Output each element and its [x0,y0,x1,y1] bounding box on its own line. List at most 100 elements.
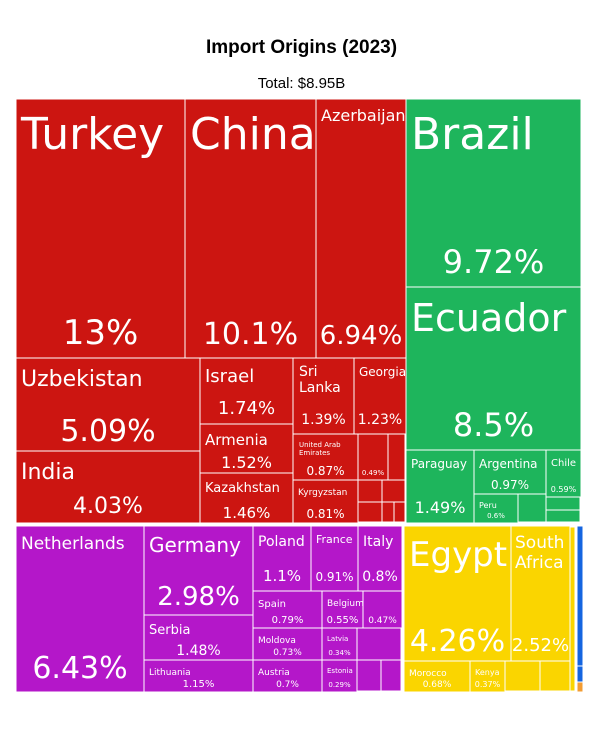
tile-label-spain: Spain [258,599,286,610]
tile-minor-2[interactable] [381,479,407,503]
tile-value-south-africa: 2.52% [512,635,569,656]
tile-unlabeled-12[interactable] [357,433,389,481]
tile-label-south-africa: South [515,533,564,553]
tile-value-italy: 0.8% [362,569,398,585]
tile-value-united-arab-emirates: 0.87% [306,464,344,478]
tile-turkey[interactable] [15,98,186,359]
tile-label-germany: Germany [149,533,241,557]
europe-icon[interactable]: ■ [278,707,290,721]
tile-peru[interactable] [473,493,519,524]
tile-value-uzbekistan: 5.09% [60,414,155,449]
tile-minor-8[interactable] [545,509,582,524]
tile-poland[interactable] [252,525,312,592]
tile-serbia[interactable] [143,614,254,661]
tile-kyrgyzstan[interactable] [292,479,359,524]
tile-minor-9[interactable] [356,627,403,661]
tile-label-estonia: Estonia [327,667,353,675]
tile-value-ecuador: 8.5% [453,406,534,444]
tile-georgia[interactable] [353,357,407,435]
tile-minor-3[interactable] [357,501,383,524]
tile-label-kenya: Kenya [475,668,500,677]
tile-label-ecuador: Ecuador [411,296,567,340]
tile-value-turkey: 13% [63,313,139,353]
tile-label-lithuania: Lithuania [149,668,191,678]
tile-label-poland: Poland [258,534,305,550]
tile-united-arab-emirates[interactable] [292,433,359,481]
tile-minor-11[interactable] [380,659,403,693]
tile-china[interactable] [184,98,317,359]
tile-lithuania[interactable] [143,659,254,693]
tile-label-uzbekistan: Uzbekistan [21,367,143,392]
tile-morocco[interactable] [403,660,471,693]
tile-ecuador[interactable] [405,286,582,451]
tile-label-brazil: Brazil [411,109,534,160]
tile-minor-0[interactable] [387,433,407,481]
tile-israel[interactable] [199,357,294,425]
tile-value-chile: 0.59% [551,485,577,494]
tile-label-serbia: Serbia [149,623,190,638]
tile-value-georgia: 1.23% [358,412,402,428]
tile-value-unlabeled-28: 0.47% [368,616,397,626]
tile-unlabeled-28[interactable] [362,590,403,629]
north-america-icon[interactable]: ▲ [327,707,337,721]
tile-label-netherlands: Netherlands [21,534,125,554]
tile-value-kenya: 0.37% [475,680,501,689]
tile-azerbaijan[interactable] [315,98,407,359]
tile-label-india: India [21,460,75,485]
tile-uzbekistan[interactable] [15,357,201,452]
tile-sri-lanka[interactable] [292,357,355,435]
tile-minor-12[interactable] [504,660,541,693]
africa-icon[interactable]: ▲ [303,707,313,721]
tile-label-moldova: Moldova [258,636,296,646]
tile-argentina[interactable] [473,449,547,495]
tile-value-kazakhstan: 1.46% [223,504,271,522]
tile-india[interactable] [15,450,201,524]
south-america-icon[interactable]: ▲ [255,707,265,721]
tile-value-azerbaijan: 6.94% [320,321,403,351]
chart-subtitle: Total: $8.95B [257,75,346,92]
tile-label-sri-lanka: Sri [299,364,318,380]
tile-germany[interactable] [143,525,254,616]
tile-spain[interactable] [252,590,323,629]
tile-value-netherlands: 6.43% [32,651,127,686]
tile-label-kazakhstan: Kazakhstan [205,481,280,496]
tile-label-united-arab-emirates: United Arab [299,441,341,449]
tile-minor-7[interactable] [545,496,582,511]
tile-value-germany: 2.98% [157,582,240,612]
tile-label-morocco: Morocco [409,669,447,679]
tile-kenya[interactable] [469,660,506,693]
tile-label-egypt: Egypt [409,535,507,575]
tile-minor-13[interactable] [539,660,571,693]
tile-chile[interactable] [545,449,582,498]
tile-label-kyrgyzstan: Kyrgyzstan [298,488,347,498]
tile-minor-5[interactable] [393,501,407,524]
tile-label-united-arab-emirates-2: Emirates [299,449,330,457]
tile-label-paraguay: Paraguay [411,457,467,471]
tile-value-moldova: 0.73% [273,648,302,658]
tile-south-africa[interactable] [510,525,571,662]
tile-value-latvia: 0.34% [328,649,351,657]
tile-austria[interactable] [252,659,323,693]
tile-paraguay[interactable] [405,449,475,524]
asia-icon[interactable]: ■ [230,707,242,721]
oceania-icon[interactable]: ▲ [351,707,361,721]
tile-minor-6[interactable] [517,493,547,524]
tile-value-france: 0.91% [315,570,353,584]
tile-value-china: 10.1% [203,317,298,352]
tile-value-austria: 0.7% [276,680,299,690]
tile-estonia[interactable] [321,659,358,693]
tile-label-austria: Austria [258,668,290,678]
tile-label-italy: Italy [363,534,393,550]
tile-minor-10[interactable] [356,659,382,693]
tile-minor-4[interactable] [381,501,395,524]
tile-netherlands[interactable] [15,525,145,693]
tile-armenia[interactable] [199,423,294,474]
tile-brazil[interactable] [405,98,582,288]
tile-value-belgium: 0.55% [327,615,359,626]
tile-minor-1[interactable] [357,479,383,503]
tile-value-armenia: 1.52% [221,453,272,472]
tile-label-azerbaijan: Azerbaijan [321,106,406,125]
chart-title: Import Origins (2023) [205,37,398,58]
tile-label-israel: Israel [205,366,254,387]
